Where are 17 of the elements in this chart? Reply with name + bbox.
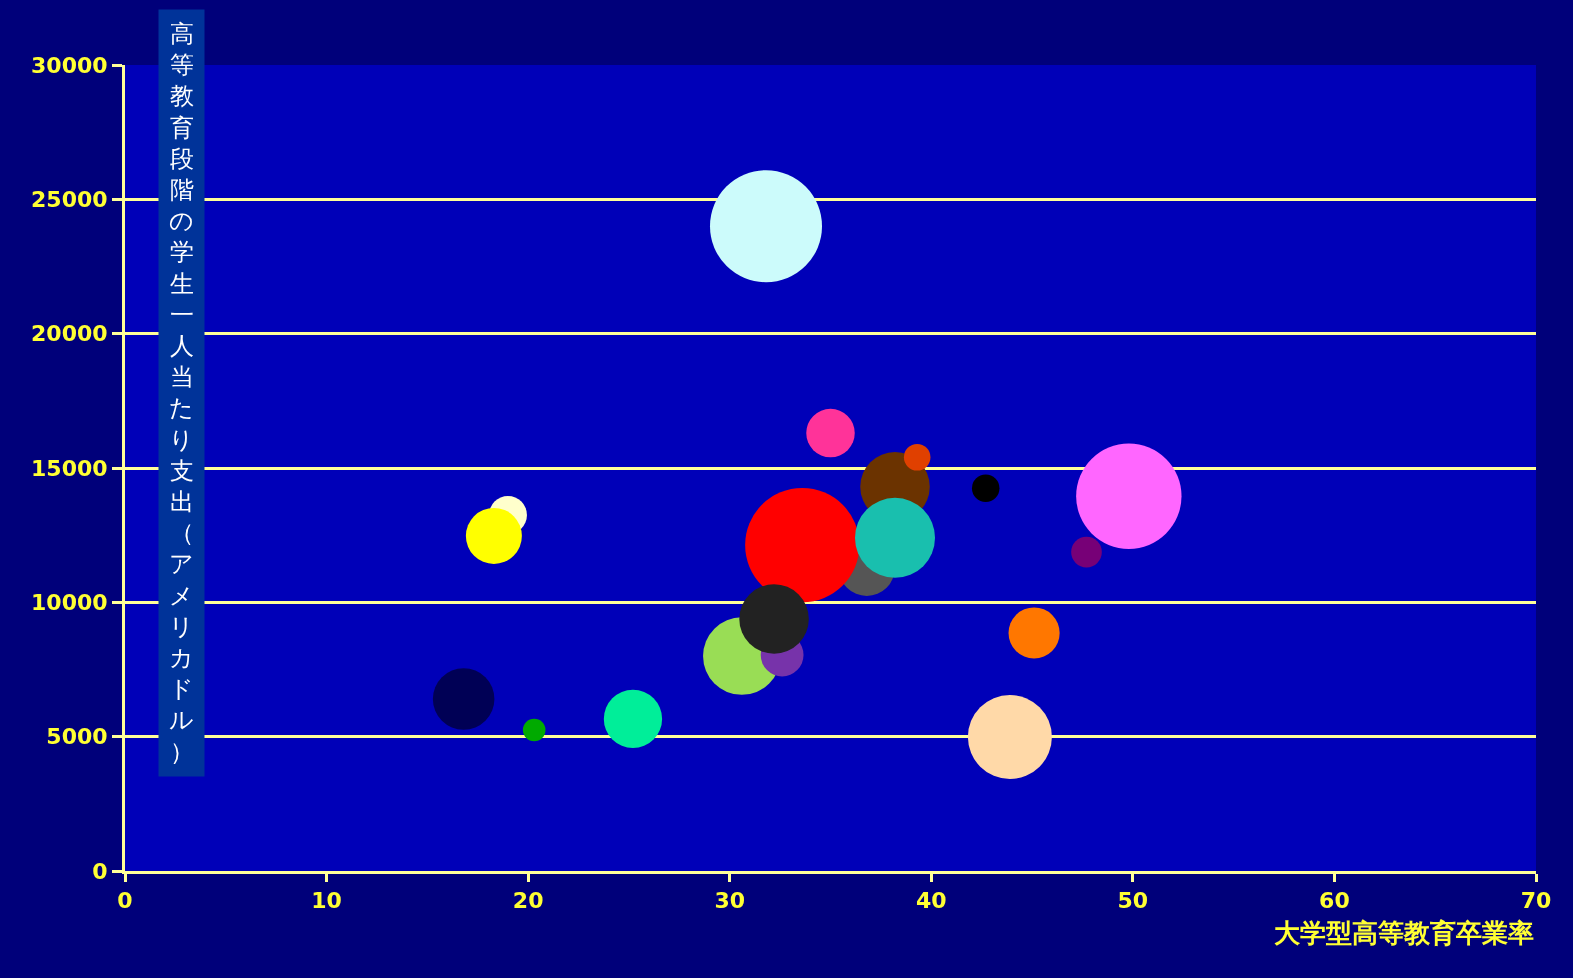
y-tick-label: 15000 <box>31 455 108 481</box>
y-tick-label: 25000 <box>31 187 108 213</box>
x-tick-label: 10 <box>311 888 342 914</box>
x-axis-title: 大学型高等教育卒業率 <box>1274 918 1534 948</box>
x-tick-label: 50 <box>1117 888 1149 914</box>
y-tick-label: 10000 <box>31 590 108 616</box>
x-tick-label: 60 <box>1319 888 1350 914</box>
y-tick-label: 20000 <box>31 321 108 347</box>
y-tick-label: 0 <box>92 858 108 884</box>
x-tick-label: 20 <box>512 888 544 914</box>
y-tick-label: 5000 <box>46 724 108 750</box>
text: 高等教育段階の学生一人当たり支出（アメリカドル） <box>169 20 194 766</box>
x-tick-label: 70 <box>1520 888 1552 914</box>
x-tick-label: 40 <box>915 888 947 914</box>
x-tick-label: 0 <box>117 888 133 914</box>
x-tick-label: 30 <box>714 888 746 914</box>
y-tick-label: 30000 <box>31 52 108 78</box>
